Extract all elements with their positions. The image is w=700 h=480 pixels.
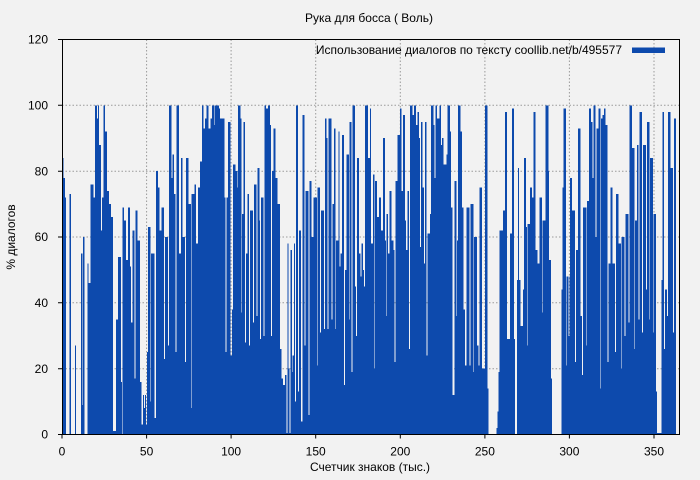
svg-text:100: 100: [28, 99, 48, 113]
svg-text:20: 20: [35, 362, 49, 376]
svg-text:100: 100: [221, 445, 241, 459]
svg-text:150: 150: [306, 445, 326, 459]
svg-text:300: 300: [559, 445, 579, 459]
svg-text:200: 200: [390, 445, 410, 459]
svg-text:Счетчик знаков (тыс.): Счетчик знаков (тыс.): [310, 460, 430, 474]
svg-text:80: 80: [35, 164, 49, 178]
svg-text:% диалогов: % диалогов: [4, 204, 18, 269]
svg-text:120: 120: [28, 33, 48, 47]
svg-text:250: 250: [475, 445, 495, 459]
svg-text:0: 0: [59, 445, 66, 459]
svg-text:40: 40: [35, 296, 49, 310]
svg-text:0: 0: [41, 428, 48, 442]
svg-text:350: 350: [644, 445, 664, 459]
svg-text:Использование диалогов по текс: Использование диалогов по тексту coollib…: [316, 43, 622, 57]
svg-text:50: 50: [140, 445, 154, 459]
svg-text:60: 60: [35, 230, 49, 244]
svg-text:Рука для босса ( Воль): Рука для босса ( Воль): [305, 11, 433, 25]
